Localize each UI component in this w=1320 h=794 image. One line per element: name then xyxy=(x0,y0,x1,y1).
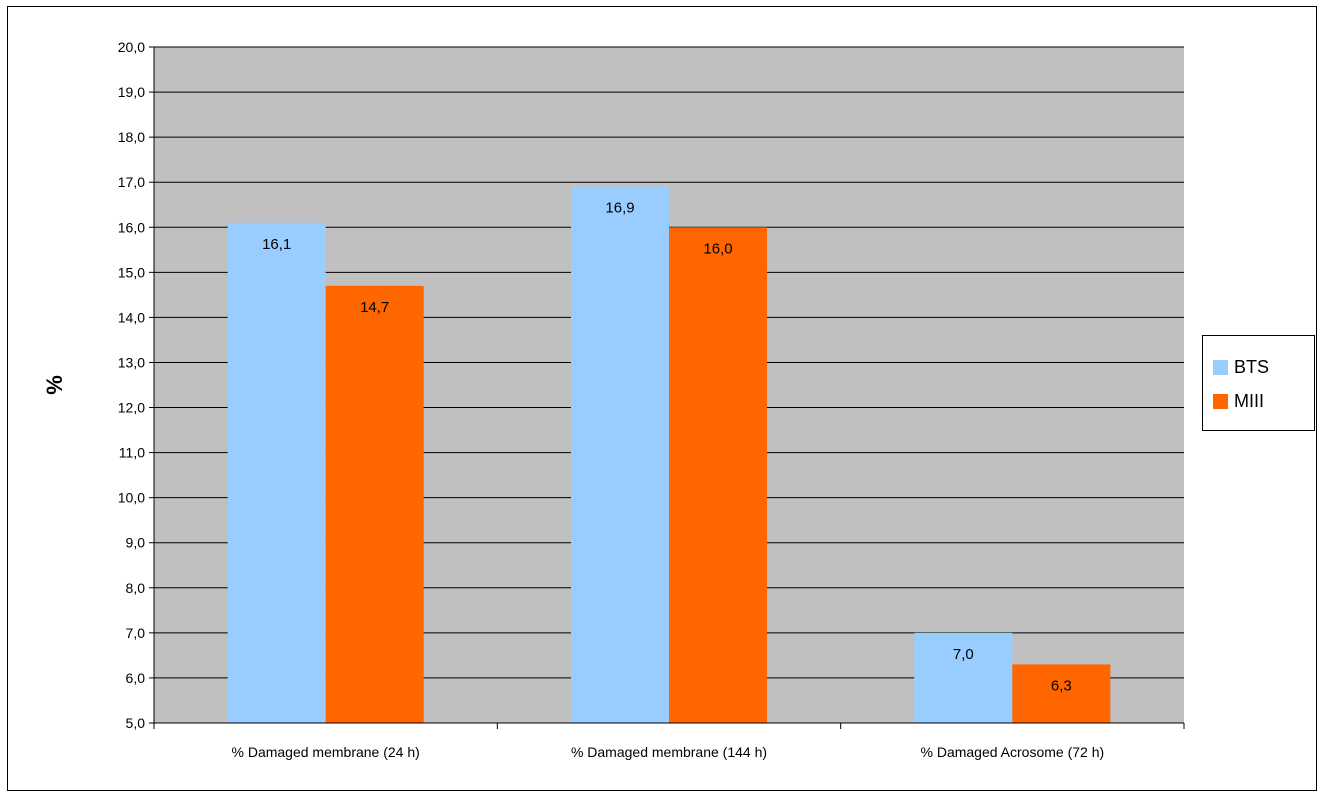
bar-miii xyxy=(669,227,767,723)
x-category-label: % Damaged Acrosome (72 h) xyxy=(921,744,1105,760)
y-tick-label: 5,0 xyxy=(126,715,146,731)
y-tick-label: 18,0 xyxy=(118,129,145,145)
y-tick-label: 13,0 xyxy=(118,354,145,370)
y-tick-label: 8,0 xyxy=(126,580,146,596)
data-label: 16,9 xyxy=(605,200,634,217)
y-tick-label: 7,0 xyxy=(126,625,146,641)
y-tick-label: 19,0 xyxy=(118,84,145,100)
bar-bts xyxy=(914,632,1013,723)
data-label: 6,3 xyxy=(1051,677,1072,694)
y-tick-label: 17,0 xyxy=(118,174,145,190)
legend-item-miii: MIII xyxy=(1213,386,1264,416)
bar-miii xyxy=(325,285,424,723)
y-tick-label: 9,0 xyxy=(126,535,146,551)
y-tick-label: 6,0 xyxy=(126,670,146,686)
data-label: 7,0 xyxy=(953,646,974,663)
x-category-label: % Damaged membrane (144 h) xyxy=(571,744,767,760)
legend-label-miii: MIII xyxy=(1234,390,1264,411)
data-label: 14,7 xyxy=(360,299,389,316)
legend-swatch-miii xyxy=(1213,393,1228,409)
bar-bts xyxy=(227,222,326,723)
y-tick-label: 14,0 xyxy=(118,309,145,325)
legend-item-bts: BTS xyxy=(1213,352,1269,382)
y-tick-label: 15,0 xyxy=(118,264,145,280)
y-tick-label: 11,0 xyxy=(119,445,145,461)
bars xyxy=(227,186,1111,723)
bar-miii xyxy=(1012,664,1111,723)
y-tick-label: 10,0 xyxy=(118,490,145,506)
bar-bts xyxy=(571,186,669,723)
y-tick-label: 16,0 xyxy=(118,219,145,235)
x-category-label: % Damaged membrane (24 h) xyxy=(232,744,420,760)
legend-swatch-bts xyxy=(1213,359,1228,375)
y-axis-title: % xyxy=(42,375,67,395)
labels: 5,0 6,0 7,0 8,0 9,0 10,0 11,0 12,0 13,0 14,0 15,0 1… xyxy=(118,39,1104,760)
axes xyxy=(149,46,1185,729)
y-tick-label: 12,0 xyxy=(118,400,145,416)
data-label: 16,0 xyxy=(703,240,732,257)
legend: BTS MIII xyxy=(1202,335,1315,431)
data-label: 16,1 xyxy=(262,236,291,253)
legend-label-bts: BTS xyxy=(1234,356,1270,377)
y-tick-label: 20,0 xyxy=(118,39,145,55)
